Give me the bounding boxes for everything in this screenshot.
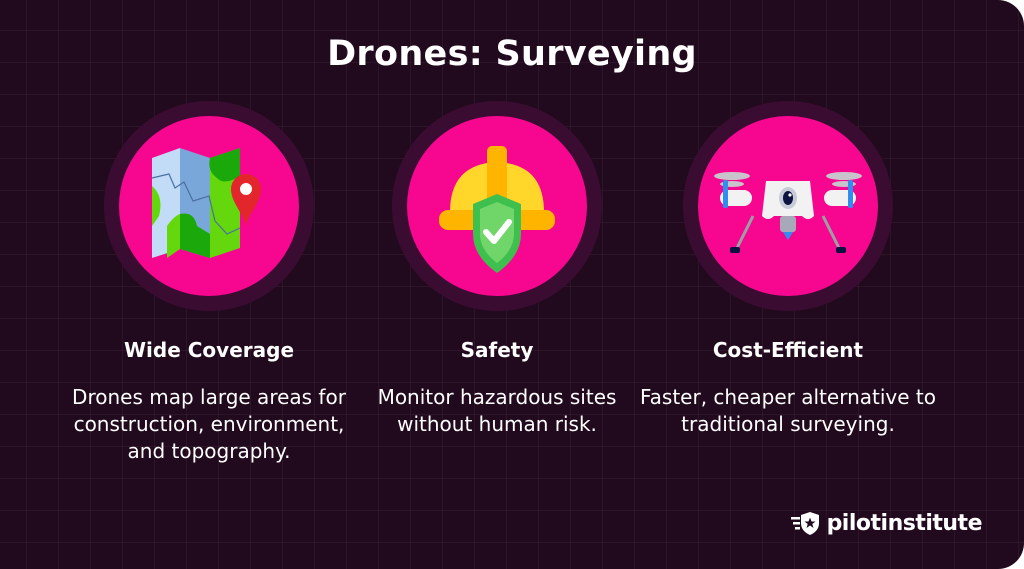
feature-heading: Wide Coverage xyxy=(123,338,295,362)
winged-shield-star-icon xyxy=(790,512,819,535)
map-icon xyxy=(119,116,299,296)
drone-icon xyxy=(698,116,878,296)
feature-heading: Safety xyxy=(460,338,534,362)
feature-description: Faster, cheaper alternative to tradition… xyxy=(640,385,936,436)
pilot-institute-logo: pilotinstitute xyxy=(790,510,983,536)
feature-description: Drones map large areas for construction,… xyxy=(72,385,346,463)
feature-description: Monitor hazardous sites without human ri… xyxy=(377,385,617,436)
page-title: Drones: Surveying xyxy=(327,34,697,74)
hard-hat-shield-icon xyxy=(407,116,587,296)
feature-heading: Cost-Efficient xyxy=(712,338,864,362)
logo-text: pilotinstitute xyxy=(826,510,983,536)
